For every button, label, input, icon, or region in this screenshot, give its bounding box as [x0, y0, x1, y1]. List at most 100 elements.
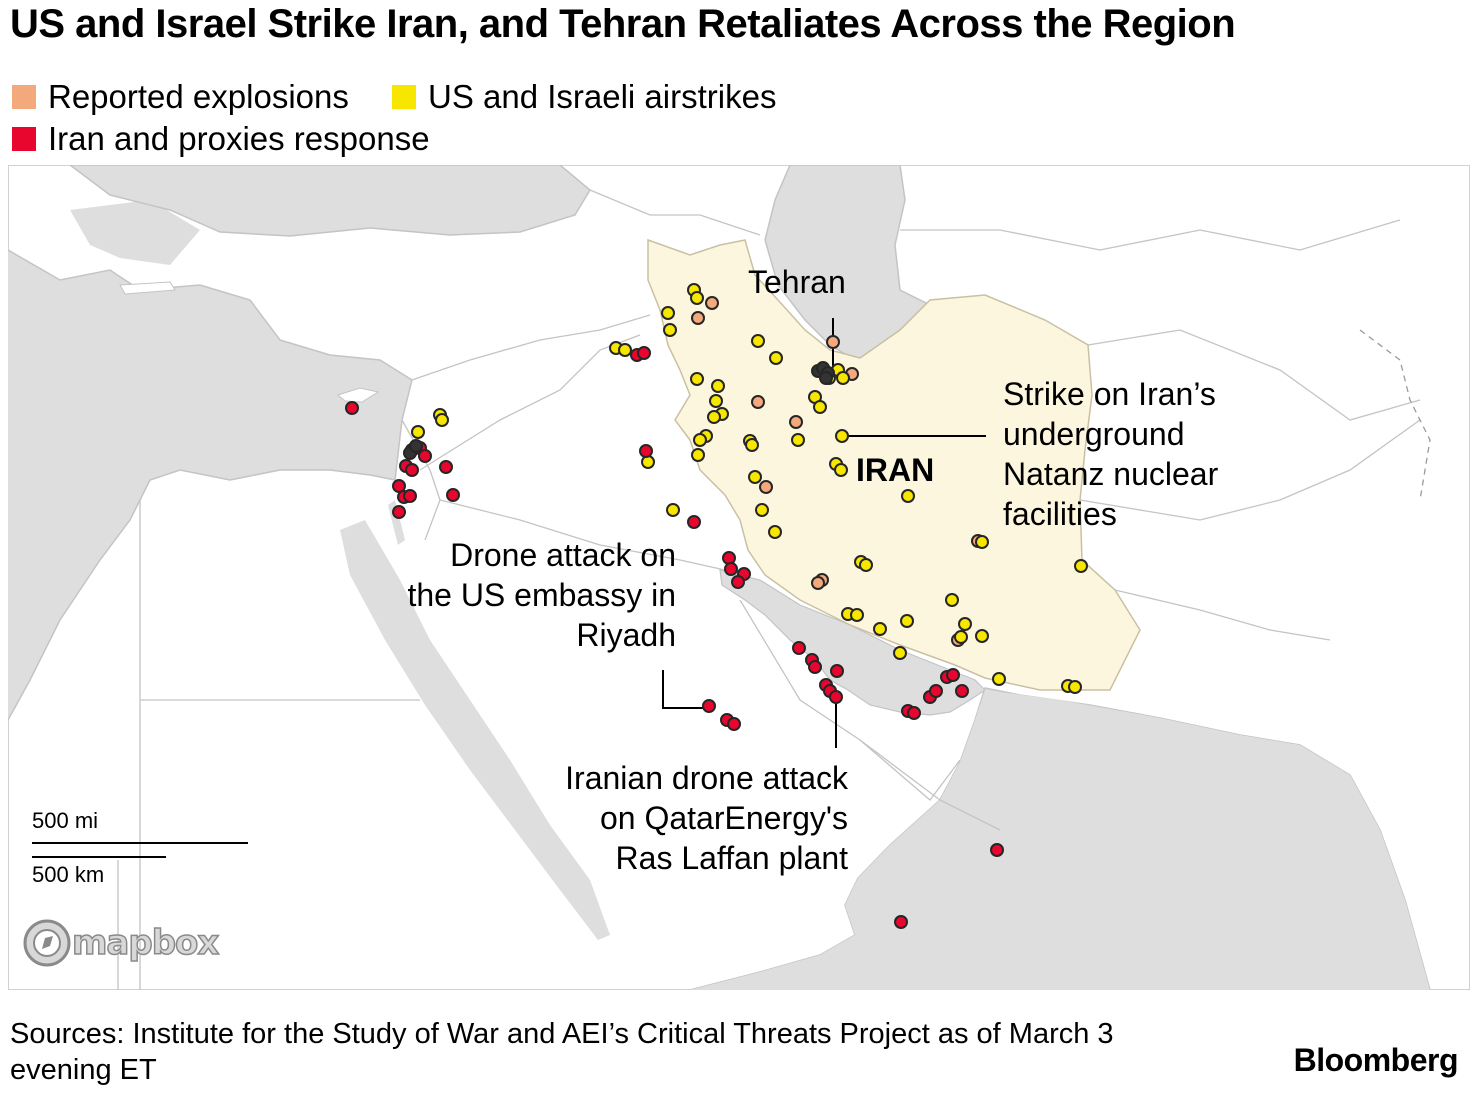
scale-bar-km: [32, 856, 166, 858]
black-sea: [68, 165, 591, 237]
iran-response-marker: [345, 401, 359, 415]
annotation-qatar-line-3: Ras Laffan plant: [615, 840, 848, 876]
legend-label-iran-response: Iran and proxies response: [48, 120, 430, 157]
iran-response-marker: [446, 488, 460, 502]
iran-response-marker: [724, 562, 738, 576]
airstrike-marker: [661, 306, 675, 320]
airstrike-marker: [709, 394, 723, 408]
israel-cluster-marker: [409, 439, 423, 453]
airstrike-marker: [666, 503, 680, 517]
iran-response-marker: [702, 699, 716, 713]
annotation-riyadh-line-1: Drone attack on: [450, 537, 676, 573]
annotation-riyadh-line-2: the US embassy in: [407, 577, 676, 613]
disputed-border: [1359, 329, 1431, 501]
iran-response-marker: [946, 668, 960, 682]
airstrike-marker: [768, 525, 782, 539]
explosion-marker: [826, 335, 840, 349]
explosion-marker: [759, 480, 773, 494]
airstrike-marker: [901, 489, 915, 503]
legend-label-airstrikes: US and Israeli airstrikes: [428, 78, 777, 115]
airstrike-marker: [751, 334, 765, 348]
annotation-natanz-line-2: underground: [1003, 416, 1185, 452]
region-map[interactable]: [8, 165, 1470, 990]
airstrike-marker: [748, 470, 762, 484]
annotation-qatar: Iranian drone attack on QatarEnergy's Ra…: [565, 758, 848, 878]
airstrike-marker: [411, 425, 425, 439]
airstrike-marker: [992, 672, 1006, 686]
iran-response-marker: [808, 660, 822, 674]
crete: [119, 281, 176, 295]
iran-response-marker: [439, 460, 453, 474]
airstrike-marker: [791, 433, 805, 447]
chart-title: US and Israel Strike Iran, and Tehran Re…: [10, 2, 1236, 46]
legend-label-explosions: Reported explosions: [48, 78, 349, 115]
airstrike-marker: [975, 535, 989, 549]
airstrike-marker: [900, 614, 914, 628]
mapbox-icon: [23, 919, 71, 967]
iran-response-marker: [405, 463, 419, 477]
legend-swatch-airstrikes: [392, 85, 416, 109]
airstrike-marker: [859, 558, 873, 572]
airstrike-marker: [893, 646, 907, 660]
scale-bar-mi: [32, 842, 248, 844]
airstrike-marker: [707, 410, 721, 424]
airstrike-marker: [435, 413, 449, 427]
legend-swatch-explosions: [12, 85, 36, 109]
iran-response-marker: [955, 684, 969, 698]
airstrike-marker: [813, 400, 827, 414]
legend-item-iran-response: Iran and proxies response: [12, 120, 430, 158]
explosion-marker: [751, 395, 765, 409]
iran-response-marker: [929, 684, 943, 698]
airstrike-marker: [834, 463, 848, 477]
legend-item-explosions: Reported explosions: [12, 78, 349, 116]
label-iran: IRAN: [856, 452, 935, 488]
iran-response-marker: [639, 444, 653, 458]
red-sea: [340, 520, 610, 940]
airstrike-marker: [945, 593, 959, 607]
iran-response-marker: [731, 575, 745, 589]
iran-response-marker: [907, 706, 921, 720]
iran-response-marker: [830, 664, 844, 678]
airstrike-marker: [954, 630, 968, 644]
airstrike-marker: [850, 608, 864, 622]
source-note: Sources: Institute for the Study of War …: [10, 1018, 1114, 1086]
airstrike-marker: [769, 351, 783, 365]
airstrike-marker: [755, 503, 769, 517]
explosion-marker: [691, 311, 705, 325]
airstrike-marker: [836, 371, 850, 385]
cyprus: [336, 387, 380, 403]
legend-item-airstrikes: US and Israeli airstrikes: [392, 78, 776, 116]
scale-label-mi: 500 mi: [32, 808, 99, 833]
airstrike-marker: [873, 622, 887, 636]
airstrike-marker: [975, 629, 989, 643]
airstrike-marker: [711, 379, 725, 393]
airstrike-marker: [690, 291, 704, 305]
annotation-qatar-line-1: Iranian drone attack: [565, 760, 848, 796]
airstrike-marker: [663, 323, 677, 337]
airstrike-marker: [691, 448, 705, 462]
iran-response-marker: [894, 915, 908, 929]
iran-response-marker: [418, 449, 432, 463]
annotation-riyadh-line-3: Riyadh: [576, 617, 676, 653]
airstrike-marker: [641, 455, 655, 469]
iran-response-marker: [990, 843, 1004, 857]
scale-label-km: 500 km: [32, 862, 105, 887]
airstrike-marker: [618, 343, 632, 357]
iran-response-marker: [403, 489, 417, 503]
airstrike-marker: [835, 429, 849, 443]
bloomberg-logo: Bloomberg: [1293, 1042, 1459, 1078]
annotation-natanz-line-4: facilities: [1003, 496, 1117, 532]
tehran-cluster-marker: [819, 371, 833, 385]
iran-response-marker: [392, 505, 406, 519]
mapbox-wordmark: mapbox: [71, 922, 220, 964]
airstrike-marker: [958, 617, 972, 631]
mapbox-logo[interactable]: mapbox: [22, 918, 220, 968]
iran-response-marker: [829, 690, 843, 704]
annotation-natanz: Strike on Iran’s underground Natanz nucl…: [1003, 374, 1218, 534]
explosion-marker: [811, 576, 825, 590]
persian-gulf: [719, 569, 986, 716]
event-markers: [345, 283, 1088, 929]
airstrike-marker: [693, 433, 707, 447]
aegean-sea: [70, 200, 200, 265]
iran-response-marker: [792, 641, 806, 655]
